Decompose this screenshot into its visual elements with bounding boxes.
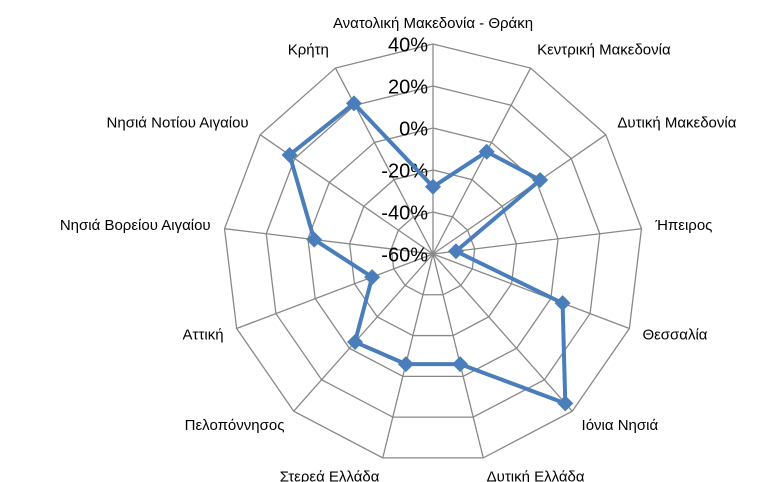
data-point — [345, 95, 362, 112]
grid-ring — [390, 211, 476, 296]
data-point — [397, 356, 414, 373]
data-point — [532, 172, 549, 189]
y-tick-label: 20% — [388, 76, 428, 98]
spoke — [382, 253, 434, 459]
data-point — [364, 269, 381, 286]
category-label: Κεντρική Μακεδονία — [537, 41, 671, 58]
data-point — [306, 231, 323, 248]
category-label: Θεσσαλία — [642, 327, 707, 344]
spoke — [432, 134, 607, 255]
spoke — [236, 253, 434, 330]
category-label: Αττική — [183, 327, 224, 344]
category-label: Νησιά Βορείου Αιγαίου — [60, 217, 211, 234]
grid-ring — [265, 85, 601, 418]
category-label: Στερεά Ελλάδα — [280, 468, 380, 482]
y-tick-label: -60% — [381, 244, 428, 266]
data-point — [281, 146, 298, 163]
category-label: Δυτική Μακεδονία — [617, 114, 736, 131]
spoke — [432, 67, 532, 255]
spoke — [432, 253, 630, 330]
series-line — [287, 101, 568, 406]
data-point — [347, 334, 364, 351]
spoke — [432, 228, 642, 255]
grid-ring — [307, 127, 559, 377]
category-label: Δυτική Ελλάδα — [487, 468, 585, 482]
category-label: Ιόνια Νησιά — [582, 417, 659, 434]
data-point — [447, 243, 464, 260]
data-point — [557, 395, 574, 412]
category-label: Νησιά Νοτίου Αιγαίου — [107, 114, 249, 131]
grid-ring — [223, 43, 643, 459]
data-point — [425, 178, 441, 195]
spoke — [432, 253, 484, 459]
data-point — [452, 356, 469, 373]
category-label: Ήπειρος — [654, 217, 712, 234]
data-point — [554, 295, 571, 312]
y-tick-label: 40% — [388, 34, 428, 56]
category-label: Πελοπόννησος — [185, 417, 285, 434]
y-tick-label: -20% — [381, 160, 428, 182]
data-point — [478, 143, 495, 160]
category-label: Ανατολική Μακεδονία - Θράκη — [333, 15, 533, 32]
spoke — [293, 253, 434, 412]
spoke — [432, 253, 573, 412]
category-label: Κρήτη — [288, 41, 329, 58]
y-tick-label: 0% — [399, 118, 428, 140]
spoke — [224, 228, 434, 255]
y-tick-label: -40% — [381, 202, 428, 224]
